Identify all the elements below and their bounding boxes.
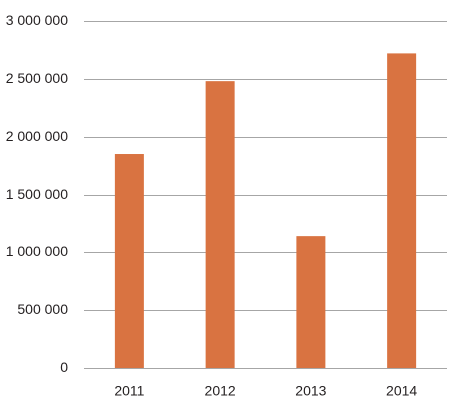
bar-2012 bbox=[205, 81, 235, 369]
bar-2014 bbox=[387, 53, 417, 368]
bar-2013 bbox=[296, 236, 326, 368]
y-tick-label: 0 bbox=[60, 359, 68, 375]
x-tick-label: 2011 bbox=[114, 383, 144, 399]
x-tick-label: 2014 bbox=[386, 383, 417, 399]
x-axis-tick-labels: 2011 2012 2013 2014 bbox=[114, 383, 417, 399]
x-tick-label: 2013 bbox=[295, 383, 326, 399]
bars bbox=[114, 53, 417, 369]
y-tick-label: 2 000 000 bbox=[6, 128, 68, 144]
y-tick-label: 3 000 000 bbox=[6, 12, 68, 28]
y-tick-label: 500 000 bbox=[17, 301, 68, 317]
y-tick-label: 2 500 000 bbox=[6, 70, 68, 86]
bar-2011 bbox=[114, 154, 144, 368]
x-tick-label: 2012 bbox=[205, 383, 236, 399]
gridlines bbox=[84, 21, 447, 369]
y-axis-tick-labels: 0 500 000 1 000 000 1 500 000 2 000 000 2 500… bbox=[6, 12, 69, 375]
y-tick-label: 1 500 000 bbox=[6, 186, 68, 202]
y-tick-label: 1 000 000 bbox=[6, 243, 68, 259]
